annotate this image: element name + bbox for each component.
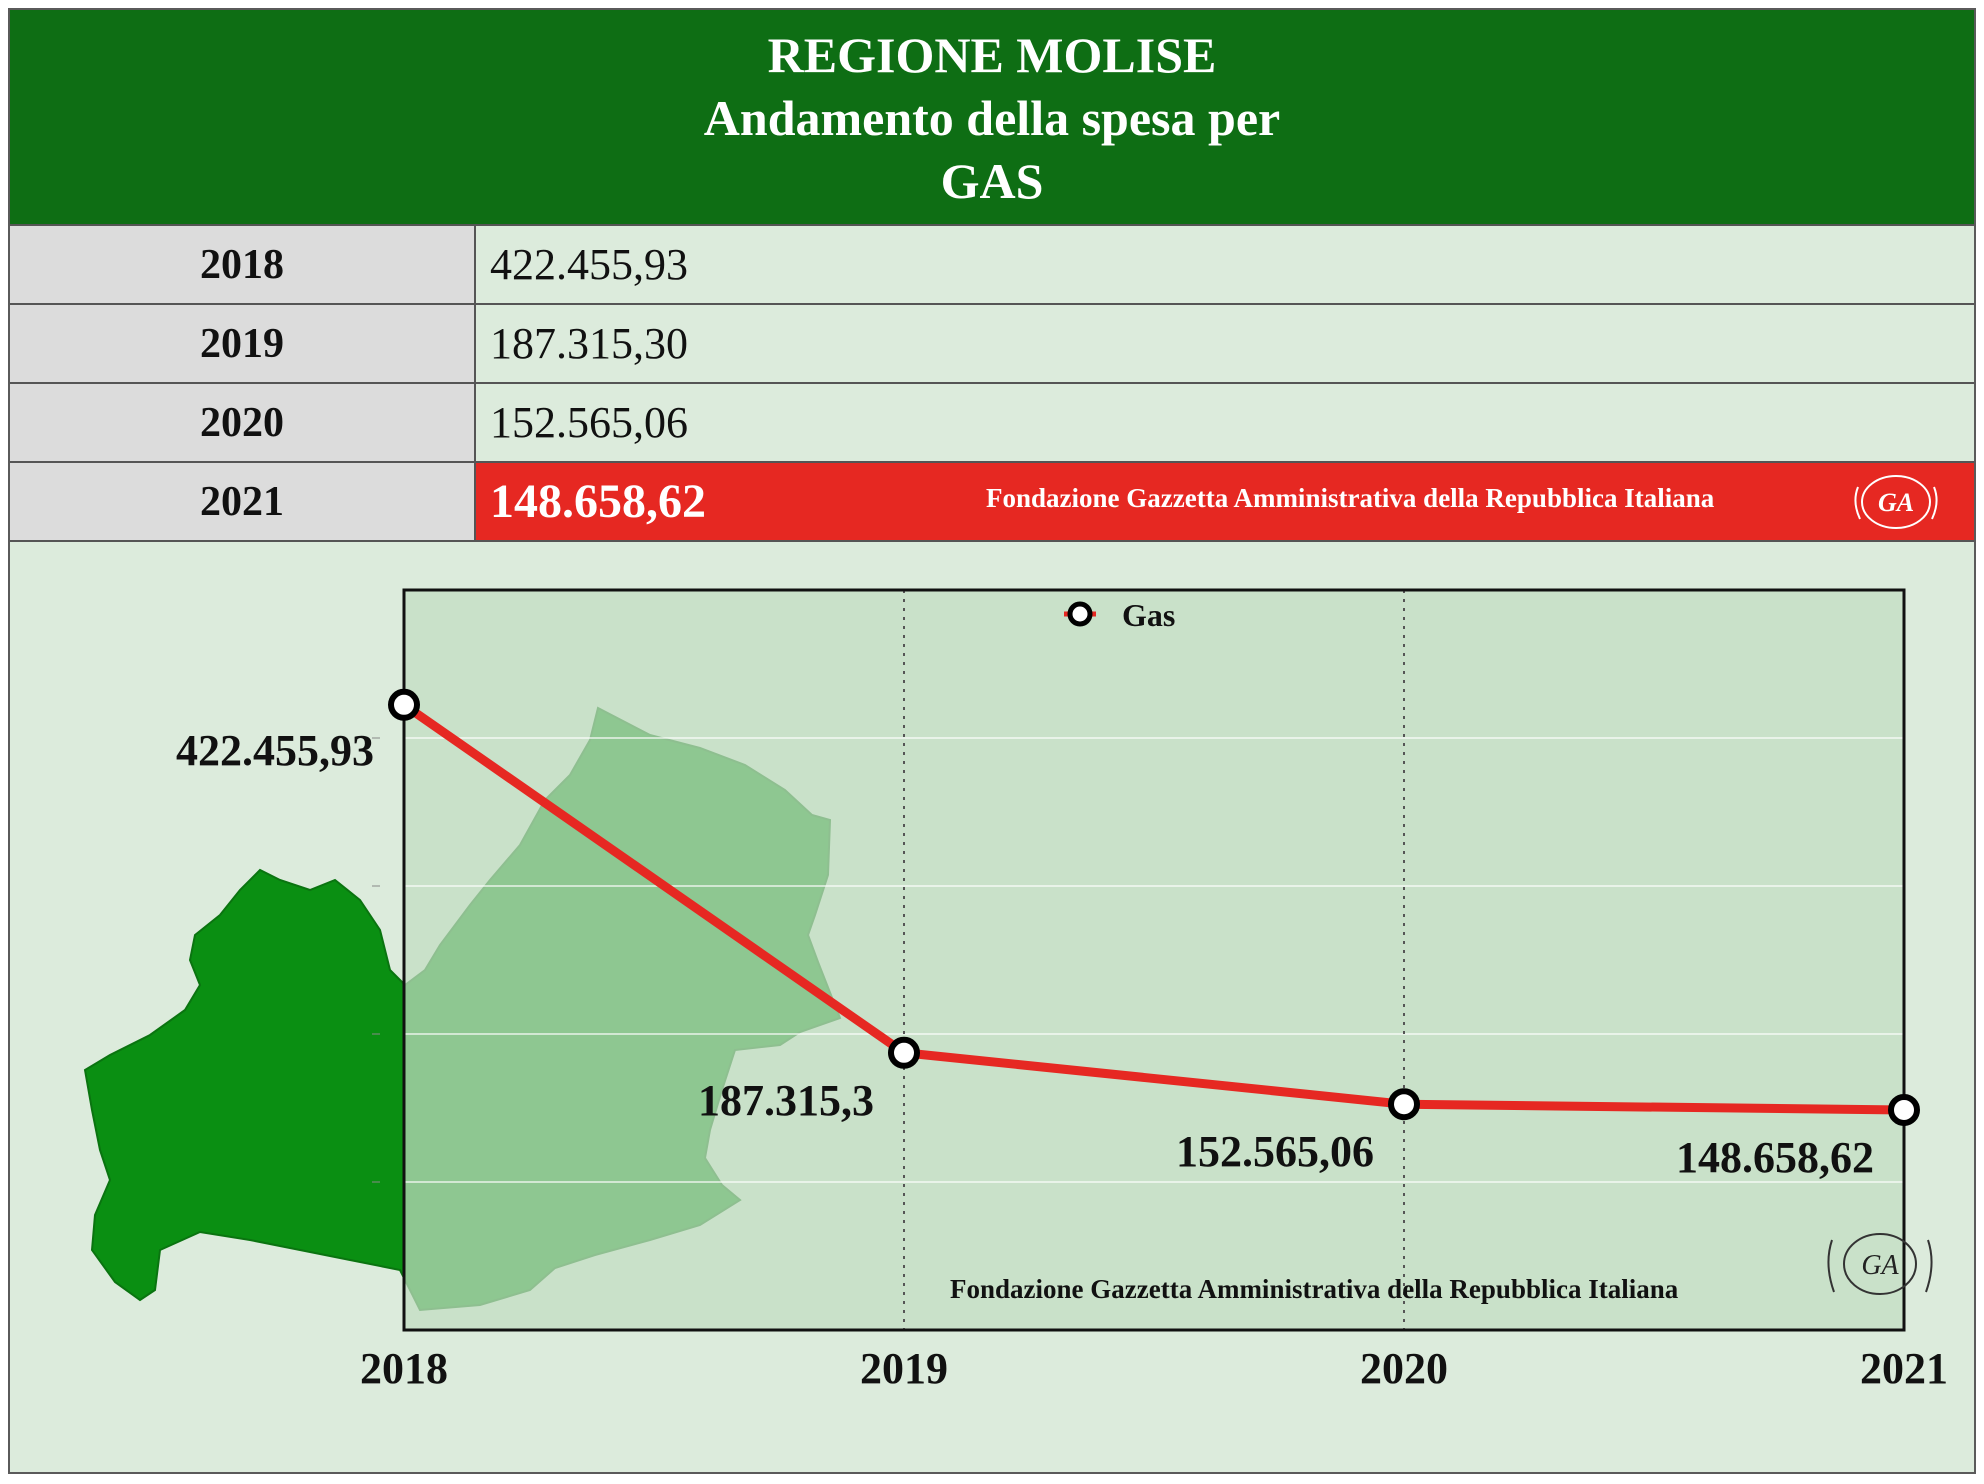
legend-label: Gas [1122, 597, 1175, 633]
year-cell: 2019 [10, 305, 476, 382]
plot-area: 422.455,93 187.315,3 152.565,06 148.658,62 2… [176, 588, 1948, 1393]
year-cell: 2020 [10, 384, 476, 461]
table-row: 2018 422.455,93 [10, 224, 1974, 303]
series-line-gas [401, 701, 1905, 1115]
data-label: 152.565,06 [1176, 1127, 1374, 1176]
x-tick-label: 2018 [360, 1344, 448, 1393]
logo-text: GA [1861, 1250, 1899, 1281]
header-title: REGIONE MOLISE [767, 27, 1217, 83]
ga-logo-icon: GA [1827, 1233, 1933, 1295]
value-cell: 152.565,06 [476, 384, 1974, 461]
value-cell: 422.455,93 [476, 226, 1974, 303]
data-label: 422.455,93 [176, 726, 374, 775]
data-point [1388, 1088, 1420, 1121]
year-cell: 2021 [10, 463, 476, 540]
x-tick-label: 2019 [860, 1344, 948, 1393]
x-tick-label: 2021 [1860, 1344, 1948, 1393]
chart-credit: Fondazione Gazzetta Amministrativa della… [950, 1274, 1679, 1304]
header-subtitle: Andamento della spesa per [703, 90, 1281, 146]
value-cell: 187.315,30 [476, 305, 1974, 382]
ga-logo-icon: GA [1854, 475, 1938, 529]
table-row: 2020 152.565,06 [10, 382, 1974, 461]
table-row: 2019 187.315,30 [10, 303, 1974, 382]
logo-laurel [1827, 1239, 1933, 1293]
foundation-credit: Fondazione Gazzetta Amministrativa della… [986, 483, 1715, 513]
plot-border [402, 588, 1906, 1332]
legend: Gas [1064, 597, 1175, 633]
value-cell-highlight: 148.658,62 Fondazione Gazzetta Amministr… [476, 463, 1974, 540]
legend-marker [1067, 601, 1093, 627]
plot-background [404, 590, 1904, 1330]
x-tick-label: 2020 [1360, 1344, 1448, 1393]
data-point [1888, 1093, 1920, 1126]
table-row-highlight: 2021 148.658,62 Fondazione Gazzetta Ammi… [10, 461, 1974, 542]
logo-ring [1843, 1233, 1917, 1295]
logo-text: GA [1878, 488, 1914, 517]
data-point [388, 688, 420, 721]
year-cell: 2018 [10, 226, 476, 303]
data-label: 148.658,62 [1676, 1133, 1874, 1182]
data-label: 187.315,3 [698, 1076, 874, 1125]
highlight-value: 148.658,62 [490, 475, 706, 528]
data-point [888, 1036, 920, 1069]
header-banner: REGIONE MOLISE Andamento della spesa per… [10, 10, 1974, 224]
header-subject: GAS [940, 153, 1044, 209]
